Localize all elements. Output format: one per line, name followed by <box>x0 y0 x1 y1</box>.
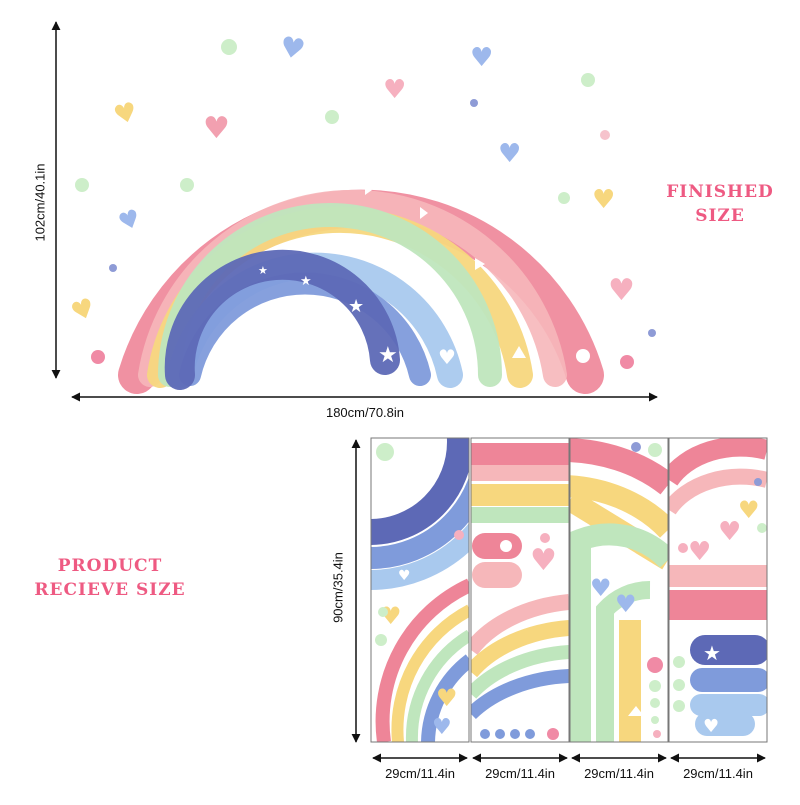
dot-decoration <box>648 329 656 337</box>
heart-decoration: ♥ <box>498 139 521 169</box>
rainbow-dot <box>576 349 590 363</box>
svg-text:♥: ♥ <box>688 537 711 567</box>
rainbow-triangle <box>475 258 485 270</box>
panel-4-width-label: 29cm/11.4in <box>683 766 753 781</box>
rainbow-triangle <box>420 207 428 219</box>
heart-decoration: ♥ <box>470 43 493 73</box>
rainbow-star: ★ <box>300 274 312 289</box>
dot-decoration <box>75 178 89 192</box>
svg-text:♥: ♥ <box>615 590 637 618</box>
dot-decoration <box>109 264 117 272</box>
dot-decoration <box>620 355 634 369</box>
rainbow-star: ★ <box>258 264 268 277</box>
rainbow-dot <box>419 153 429 163</box>
rainbow-band-indigo <box>164 249 400 390</box>
scattered-decorations: ♥ ♥ ♥ ♥ ♥ ♥ ♥ ♥ ♥ ♥ <box>67 30 656 369</box>
heart-decoration: ♥ <box>277 30 307 67</box>
panel-1: ♥ ♥ ♥ ♥ <box>371 438 469 742</box>
received-height-label: 90cm/35.4in <box>330 552 346 623</box>
heart-decoration: ♥ <box>203 111 230 146</box>
rainbow-dot <box>481 181 491 191</box>
dot-decoration <box>91 350 105 364</box>
svg-text:♥: ♥ <box>436 684 458 712</box>
dot-decoration <box>581 73 595 87</box>
rainbow-band-blue <box>179 272 431 386</box>
panel-3: ♥ ♥ <box>570 438 668 742</box>
svg-text:♥: ♥ <box>432 715 452 740</box>
finished-width-label: 180cm/70.8in <box>325 405 405 420</box>
received-label-line2: RECIEVE SIZE <box>34 580 186 600</box>
dot-decoration <box>558 192 570 204</box>
dot-decoration <box>325 110 339 124</box>
finished-size-label: FINISHED SIZE <box>660 180 780 228</box>
received-label-line1: PRODUCT <box>57 556 163 576</box>
panel-1-width-label: 29cm/11.4in <box>385 766 455 781</box>
heart-decoration: ♥ <box>115 203 145 237</box>
heart-decoration: ♥ <box>67 292 99 328</box>
panel-3-width-label: 29cm/11.4in <box>584 766 654 781</box>
rainbow-triangle <box>512 346 526 358</box>
panel-4: ♥ ♥ ♥ ★ ♥ <box>669 438 767 742</box>
svg-text:♥: ♥ <box>738 496 760 524</box>
received-size-label: PRODUCT RECIEVE SIZE <box>20 554 200 602</box>
svg-text:♥: ♥ <box>530 543 557 578</box>
rainbow-star: ★ <box>348 296 364 317</box>
svg-text:★: ★ <box>703 641 721 665</box>
rainbow-triangle <box>365 185 372 195</box>
panel-2: ♥ <box>471 438 569 742</box>
finished-height-label: 102cm/40.1in <box>32 163 48 242</box>
panel-4-border <box>668 437 768 743</box>
svg-text:♥: ♥ <box>703 716 719 737</box>
rainbow-heart: ♥ <box>438 345 456 369</box>
dot-decoration <box>180 178 194 192</box>
rainbow-dot <box>540 242 552 254</box>
heart-decoration: ♥ <box>111 97 141 132</box>
svg-text:♥: ♥ <box>590 574 612 602</box>
rainbow-star: ★ <box>378 343 398 368</box>
panel-3-border <box>569 437 669 743</box>
svg-text:♥: ♥ <box>398 568 411 584</box>
panel-2-width-label: 29cm/11.4in <box>485 766 555 781</box>
heart-decoration: ♥ <box>592 185 615 215</box>
finished-rainbow: ★ ★ ★ ★ ♥ <box>118 153 604 394</box>
received-panels: ♥ ♥ ♥ ♥ ♥ <box>370 437 768 743</box>
heart-decoration: ♥ <box>383 75 406 105</box>
panel-2-border <box>470 437 570 743</box>
dot-decoration <box>470 99 478 107</box>
svg-text:♥: ♥ <box>718 517 741 547</box>
finished-label-line1: FINISHED <box>666 182 774 202</box>
dot-decoration <box>600 130 610 140</box>
heart-decoration: ♥ <box>608 273 635 308</box>
panel-1-border <box>370 437 470 743</box>
finished-label-line2: SIZE <box>695 206 745 226</box>
dot-decoration <box>221 39 237 55</box>
